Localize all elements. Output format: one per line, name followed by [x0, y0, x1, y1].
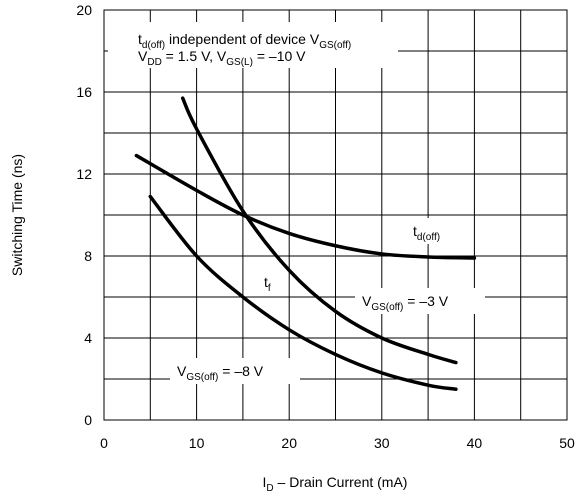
text-part: t [264, 274, 268, 290]
text-part: D [266, 483, 273, 494]
text-part: independent of device V [165, 31, 320, 47]
x-axis-label: ID – Drain Current (mA) [263, 474, 408, 494]
annotation: td(off) independent of device VGS(off) [138, 31, 351, 51]
annotation-box [108, 22, 398, 68]
text-part: d(off) [142, 40, 165, 51]
y-tick-label: 4 [84, 330, 92, 346]
y-tick-label: 20 [76, 2, 92, 18]
text-part: t [138, 31, 142, 47]
text-part: V [362, 293, 372, 309]
text-part: – Drain Current (mA) [274, 474, 408, 490]
x-tick-label: 40 [467, 435, 483, 451]
annotation: VGS(off) = –8 V [177, 363, 264, 383]
annotation-box [405, 218, 465, 244]
text-part: I [263, 474, 267, 490]
line [148, 194, 458, 391]
annotation-box [355, 288, 485, 314]
annotation-box [170, 358, 300, 384]
x-tick-label: 20 [281, 435, 297, 451]
text-part: = 1.5 V, V [162, 48, 227, 64]
y-tick-label: 0 [84, 412, 92, 428]
text-part: DD [147, 57, 161, 68]
annotation: VDD = 1.5 V, VGS(L) = –10 V [138, 48, 306, 68]
plot-frame [103, 9, 568, 421]
y-tick-label: 16 [76, 84, 92, 100]
text-part: GS(L) [226, 57, 253, 68]
text-part: = –8 V [218, 363, 263, 379]
text-part: GS(off) [371, 302, 403, 313]
y-axis-label: Switching Time (ns) [9, 154, 25, 276]
annotation: td(off) [413, 223, 440, 243]
x-tick-label: 50 [559, 435, 575, 451]
text-part: GS(off) [186, 372, 218, 383]
annotation-box [256, 270, 284, 294]
annotation: VGS(off) = –3 V [362, 293, 449, 313]
text-part: GS(off) [319, 40, 351, 51]
text-part: V [177, 363, 187, 379]
x-tick-label: 0 [100, 435, 108, 451]
text-part: t [413, 223, 417, 239]
y-tick-label: 8 [84, 248, 92, 264]
x-tick-label: 10 [189, 435, 205, 451]
x-tick-label: 30 [374, 435, 390, 451]
text-part: f [268, 283, 271, 294]
text-part: = –3 V [403, 293, 448, 309]
line [180, 96, 458, 365]
annotation: tf [264, 274, 271, 294]
text-part: = –10 V [253, 48, 306, 64]
text-part: d(off) [417, 232, 440, 243]
y-tick-label: 12 [76, 166, 92, 182]
text-part: V [138, 48, 148, 64]
line [134, 153, 477, 260]
